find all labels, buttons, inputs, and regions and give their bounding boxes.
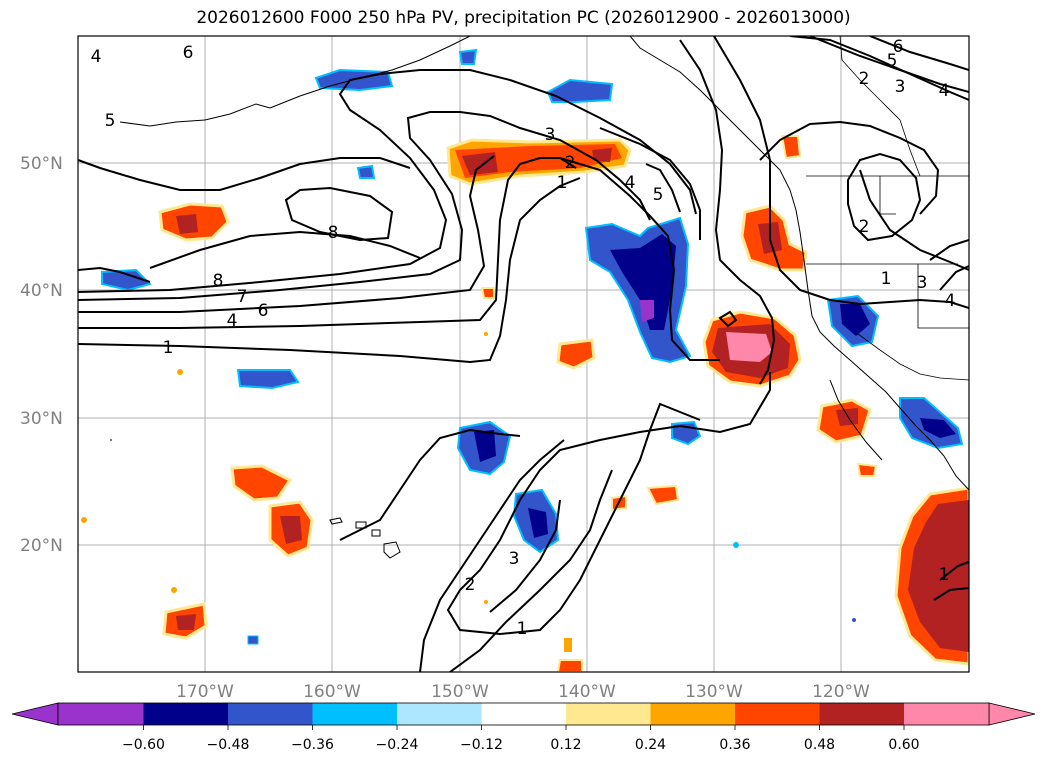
precip-neg-mid-west (236, 369, 300, 390)
contour-8-inner (149, 230, 421, 269)
precip-blob-hawaii-west (230, 464, 293, 502)
map-frame (77, 35, 970, 673)
contour-label: 1 (881, 269, 892, 289)
contour-4 (78, 155, 495, 313)
colorbar-segment (481, 703, 566, 725)
northwest-coast (629, 36, 969, 491)
contour-label: 1 (517, 619, 528, 639)
colorbar-tick-label: −0.48 (207, 737, 250, 753)
map-background (78, 36, 969, 672)
colorbar-segment (819, 703, 904, 725)
lon-label-140w: 140°W (558, 682, 616, 702)
colorbar-segment (143, 703, 228, 725)
contour-label: 4 (227, 311, 238, 331)
colorbar: −0.60 −0.48 −0.36 −0.24 −0.12 0.12 0.24 … (11, 702, 1036, 753)
contour-label: 4 (91, 47, 102, 67)
precip-neg-north (546, 78, 614, 103)
contour-label: 6 (893, 37, 904, 57)
lat-label-30n: 30°N (20, 409, 63, 429)
contour-label: 5 (653, 185, 664, 205)
contour-label: 1 (939, 565, 950, 585)
longitude-labels: 170°W 160°W 150°W 140°W 130°W 120°W (176, 682, 870, 702)
latitude-labels: 50°N 40°N 30°N 20°N (20, 154, 63, 556)
colorbar-tick-label: −0.12 (460, 737, 503, 753)
colorbar-high-extension (988, 702, 1036, 726)
contour-7 (78, 69, 697, 293)
contour-label: 1 (557, 173, 568, 193)
contour-trough (559, 157, 720, 361)
colorbar-tick-label: −0.36 (291, 737, 334, 753)
contour-label: 4 (945, 291, 956, 311)
colorbar-tick-label: 0.12 (550, 737, 581, 753)
lon-label-160w: 160°W (303, 682, 361, 702)
contour-label: 7 (237, 287, 248, 307)
precip-neg-west (101, 268, 152, 292)
contour-5 (78, 157, 411, 191)
lon-label-120w: 120°W (812, 682, 870, 702)
contour-label: 2 (465, 575, 476, 595)
contour-label: 3 (545, 125, 556, 145)
colorbar-tick-label: 0.48 (804, 737, 835, 753)
political-borders (806, 36, 969, 381)
contour-label: 8 (213, 271, 224, 291)
contour-label: 2 (859, 69, 870, 89)
contour-label: 4 (625, 173, 636, 193)
coastlines (110, 36, 969, 559)
colorbar-tick-label: 0.24 (635, 737, 666, 753)
lat-label-40n: 40°N (20, 281, 63, 301)
contour-6 (78, 111, 651, 301)
colorbar-segment (735, 703, 820, 725)
lon-label-170w: 170°W (176, 682, 234, 702)
contour-label: 5 (105, 111, 116, 131)
contour-label: 3 (917, 273, 928, 293)
colorbar-tick-label: 0.36 (719, 737, 750, 753)
colorbar-segment (312, 703, 397, 725)
contour-label: 8 (328, 223, 339, 243)
contour-label: 6 (183, 43, 194, 63)
contour-label: 4 (939, 81, 950, 101)
colorbar-tick-label: 0.60 (888, 737, 919, 753)
colorbar-low-extension (11, 702, 59, 726)
colorbar-segment (397, 703, 482, 725)
lat-label-20n: 20°N (20, 536, 63, 556)
colorbar-segment (58, 703, 144, 725)
colorbar-frame (57, 702, 990, 726)
lon-label-150w: 150°W (431, 682, 489, 702)
precip-positive (81, 135, 969, 672)
contour-8-small (284, 186, 394, 242)
contour-label: 2 (565, 153, 576, 173)
colorbar-segment (566, 703, 651, 725)
colorbar-segment (650, 703, 735, 725)
contour-south-loop (446, 372, 771, 636)
colorbar-tick-label: −0.24 (376, 737, 419, 753)
contour-label: 6 (258, 301, 269, 321)
contour-big-east (679, 39, 776, 385)
pv-contours (78, 36, 969, 672)
colorbar-segment (904, 703, 989, 725)
contour-label: 3 (509, 549, 520, 569)
colorbar-segment (228, 703, 313, 725)
contour-2 (78, 157, 577, 329)
contour-labels: 6 5 8 8 7 6 4 1 3 2 1 4 5 6 5 2 3 4 2 1 … (91, 37, 956, 639)
colorbar-tick-label: −0.60 (122, 737, 165, 753)
map-title: 2026012600 F000 250 hPa PV, precipitatio… (196, 8, 851, 28)
contour-label: 1 (163, 338, 174, 358)
precip-blob-mid (556, 338, 596, 370)
lat-label-50n: 50°N (20, 154, 63, 174)
contour-label: 5 (887, 51, 898, 71)
lon-label-130w: 130°W (685, 682, 743, 702)
contour-label: 2 (859, 217, 870, 237)
contour-label: 3 (895, 77, 906, 97)
contour-1 (78, 177, 581, 364)
